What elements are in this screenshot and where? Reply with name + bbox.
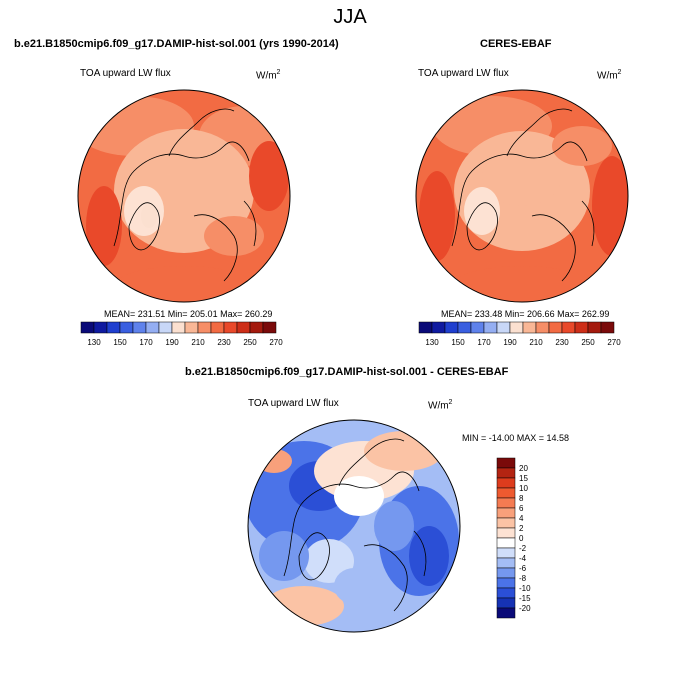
- obs-units: W/m2: [597, 69, 622, 82]
- obs-colorbar-box: [561, 321, 576, 334]
- obs-var-label: TOA upward LW flux: [418, 68, 509, 79]
- model-colorbar-box: [106, 321, 121, 334]
- diff-colorbar-box: [496, 567, 516, 579]
- diff-colorbar-tick-label: -20: [519, 604, 531, 613]
- obs-colorbar-tick-label: 150: [451, 338, 465, 347]
- obs-colorbar-box: [522, 321, 537, 334]
- model-colorbar-tick-label: 270: [269, 338, 283, 347]
- diff-var-label: TOA upward LW flux: [248, 398, 339, 409]
- model-stats: MEAN= 231.51 Min= 205.01 Max= 260.29: [104, 309, 273, 319]
- model-polar-map: [77, 89, 291, 303]
- obs-colorbar-box: [457, 321, 472, 334]
- obs-colorbar-tick-label: 230: [555, 338, 569, 347]
- obs-colorbar-box: [587, 321, 602, 334]
- diff-colorbar-tick-label: -15: [519, 594, 531, 603]
- diff-colorbar-tick-label: 15: [519, 474, 528, 483]
- model-colorbar-box: [93, 321, 108, 334]
- diff-colorbar-tick-label: 20: [519, 464, 528, 473]
- model-panel-title: b.e21.B1850cmip6.f09_g17.DAMIP-hist-sol.…: [14, 38, 339, 50]
- obs-panel-title: CERES-EBAF: [480, 38, 552, 50]
- obs-colorbar-box: [548, 321, 563, 334]
- page-title: JJA: [333, 6, 367, 28]
- obs-colorbar-box: [431, 321, 446, 334]
- obs-colorbar-box: [600, 321, 615, 334]
- obs-colorbar-box: [509, 321, 524, 334]
- diff-colorbar-tick-label: 8: [519, 494, 524, 503]
- obs-colorbar-box: [483, 321, 498, 334]
- model-colorbar-box: [249, 321, 264, 334]
- model-var-label: TOA upward LW flux: [80, 68, 171, 79]
- obs-colorbar-tick-label: 130: [425, 338, 439, 347]
- model-colorbar-box: [262, 321, 277, 334]
- diff-panel-title: b.e21.B1850cmip6.f09_g17.DAMIP-hist-sol.…: [185, 366, 509, 378]
- diff-colorbar-box: [496, 597, 516, 609]
- obs-colorbar-box: [444, 321, 459, 334]
- diff-colorbar-box: [496, 487, 516, 499]
- obs-colorbar-box: [470, 321, 485, 334]
- diff-colorbar-box: [496, 557, 516, 569]
- diff-colorbar-box: [496, 607, 516, 619]
- diff-colorbar-box: [496, 507, 516, 519]
- model-colorbar-box: [184, 321, 199, 334]
- diff-colorbar-tick-label: 4: [519, 514, 524, 523]
- obs-colorbar: 130 150 170 190 210 230 250 270: [418, 321, 621, 347]
- diff-colorbar-box: [496, 497, 516, 509]
- model-colorbar-box: [223, 321, 238, 334]
- obs-colorbar-box: [535, 321, 550, 334]
- obs-colorbar-tick-label: 270: [607, 338, 621, 347]
- obs-colorbar-box: [496, 321, 511, 334]
- diff-colorbar-box: [496, 577, 516, 589]
- diff-units: W/m2: [428, 399, 453, 412]
- model-units: W/m2: [256, 69, 281, 82]
- diff-colorbar-tick-label: -6: [519, 564, 527, 573]
- diff-colorbar-tick-label: -2: [519, 544, 527, 553]
- obs-colorbar-tick-label: 210: [529, 338, 543, 347]
- diff-colorbar-tick-label: -4: [519, 554, 527, 563]
- model-colorbar-box: [119, 321, 134, 334]
- diff-stats: MIN = -14.00 MAX = 14.58: [462, 433, 570, 443]
- obs-colorbar-tick-label: 170: [477, 338, 491, 347]
- model-colorbar-tick-label: 210: [191, 338, 205, 347]
- diff-colorbar-tick-label: -8: [519, 574, 527, 583]
- diff-colorbar-box: [496, 587, 516, 599]
- diff-colorbar-box: [496, 477, 516, 489]
- model-colorbar-tick-label: 230: [217, 338, 231, 347]
- obs-colorbar-box: [418, 321, 433, 334]
- diff-colorbar-box: [496, 547, 516, 559]
- model-colorbar-box: [145, 321, 160, 334]
- model-colorbar-box: [171, 321, 186, 334]
- model-colorbar-box: [236, 321, 251, 334]
- diff-polar-map: [247, 419, 461, 633]
- diff-colorbar-tick-label: -10: [519, 584, 531, 593]
- model-colorbar-box: [80, 321, 95, 334]
- diff-colorbar-box: [496, 537, 516, 549]
- diff-colorbar-tick-label: 6: [519, 504, 524, 513]
- obs-colorbar-tick-label: 250: [581, 338, 595, 347]
- diff-colorbar-box: [496, 467, 516, 479]
- obs-colorbar-tick-label: 190: [503, 338, 517, 347]
- model-colorbar-tick-label: 150: [113, 338, 127, 347]
- model-colorbar-box: [132, 321, 147, 334]
- diff-colorbar-box: [496, 517, 516, 529]
- diff-colorbar-box: [496, 527, 516, 539]
- diff-colorbar-box: [496, 457, 516, 469]
- obs-polar-map: [415, 89, 629, 303]
- obs-stats: MEAN= 233.48 Min= 206.66 Max= 262.99: [441, 309, 610, 319]
- diff-colorbar-tick-label: 2: [519, 524, 524, 533]
- model-colorbar-tick-label: 190: [165, 338, 179, 347]
- model-colorbar-box: [158, 321, 173, 334]
- model-colorbar-tick-label: 130: [87, 338, 101, 347]
- model-colorbar-box: [210, 321, 225, 334]
- model-colorbar-tick-label: 170: [139, 338, 153, 347]
- diff-colorbar-tick-label: 10: [519, 484, 528, 493]
- diff-colorbar-tick-label: 0: [519, 534, 524, 543]
- model-colorbar-box: [197, 321, 212, 334]
- model-colorbar: 130 150 170 190 210 230 250 270: [80, 321, 283, 347]
- model-colorbar-tick-label: 250: [243, 338, 257, 347]
- obs-colorbar-box: [574, 321, 589, 334]
